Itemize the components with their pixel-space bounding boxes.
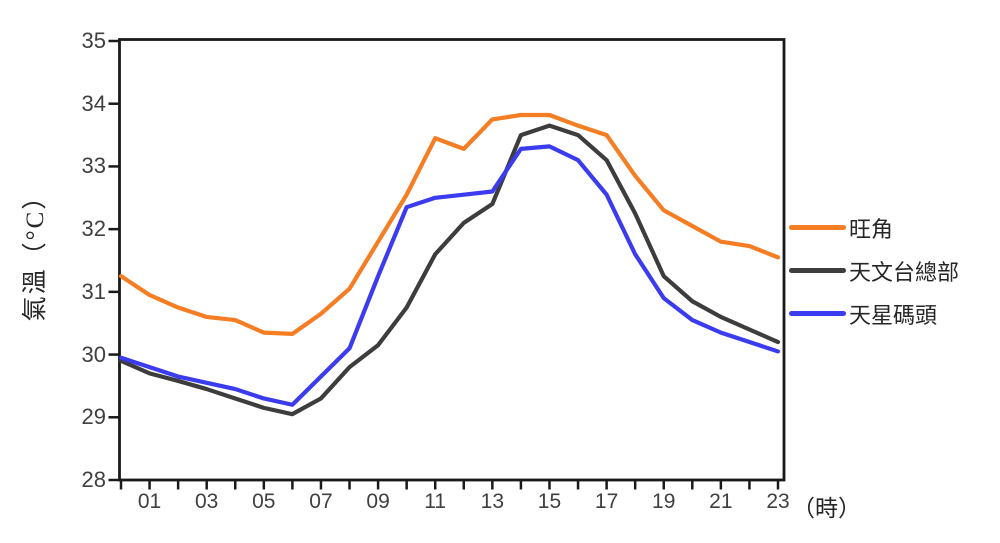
x-tick-label: 13 [480,490,505,513]
x-tick-label: 11 [424,490,447,513]
y-tick-label: 33 [81,153,106,179]
legend-line-swatch-blue [789,311,846,316]
x-tick-label: 05 [252,490,276,513]
y-tick-label: 34 [81,90,106,116]
x-axis-title: （時） [792,496,861,521]
y-tick-label: 35 [81,28,106,53]
x-tick-label: 17 [594,490,619,513]
series-line-observatory-hq [118,123,781,417]
y-tick-label: 28 [81,467,106,492]
legend-label: 天星碼頭 [849,302,938,328]
y-tick-label: 29 [81,404,106,430]
series-line-mongkok [118,112,781,336]
series-line-star-ferry-pier [118,144,781,407]
x-tick-label: 03 [195,490,219,513]
legend: 旺角 天文台總部 天星碼頭 [789,206,959,335]
x-tick-label: 19 [652,490,676,513]
legend-item-mongkok: 旺角 [789,206,959,249]
legend-label: 天文台總部 [849,259,960,285]
x-tick-label: 01 [137,490,162,513]
legend-line-swatch-dark-gray [789,268,846,273]
y-tick-label: 30 [81,341,106,367]
x-tick-label: 15 [537,490,562,513]
legend-label: 旺角 [849,216,894,242]
legend-item-observatory-hq: 天文台總部 [789,249,959,292]
legend-item-star-ferry-pier: 天星碼頭 [789,292,959,335]
x-tick-label: 23 [766,490,790,513]
y-tick-label: 31 [81,278,106,304]
y-tick-label: 32 [81,216,106,242]
x-tick-label: 09 [366,490,390,513]
x-tick-label: 07 [309,490,333,513]
x-tick-label: 21 [709,490,733,513]
legend-line-swatch-orange [789,225,846,230]
plot-border [118,38,786,482]
y-axis-title: 氣溫（°C） [22,182,49,322]
